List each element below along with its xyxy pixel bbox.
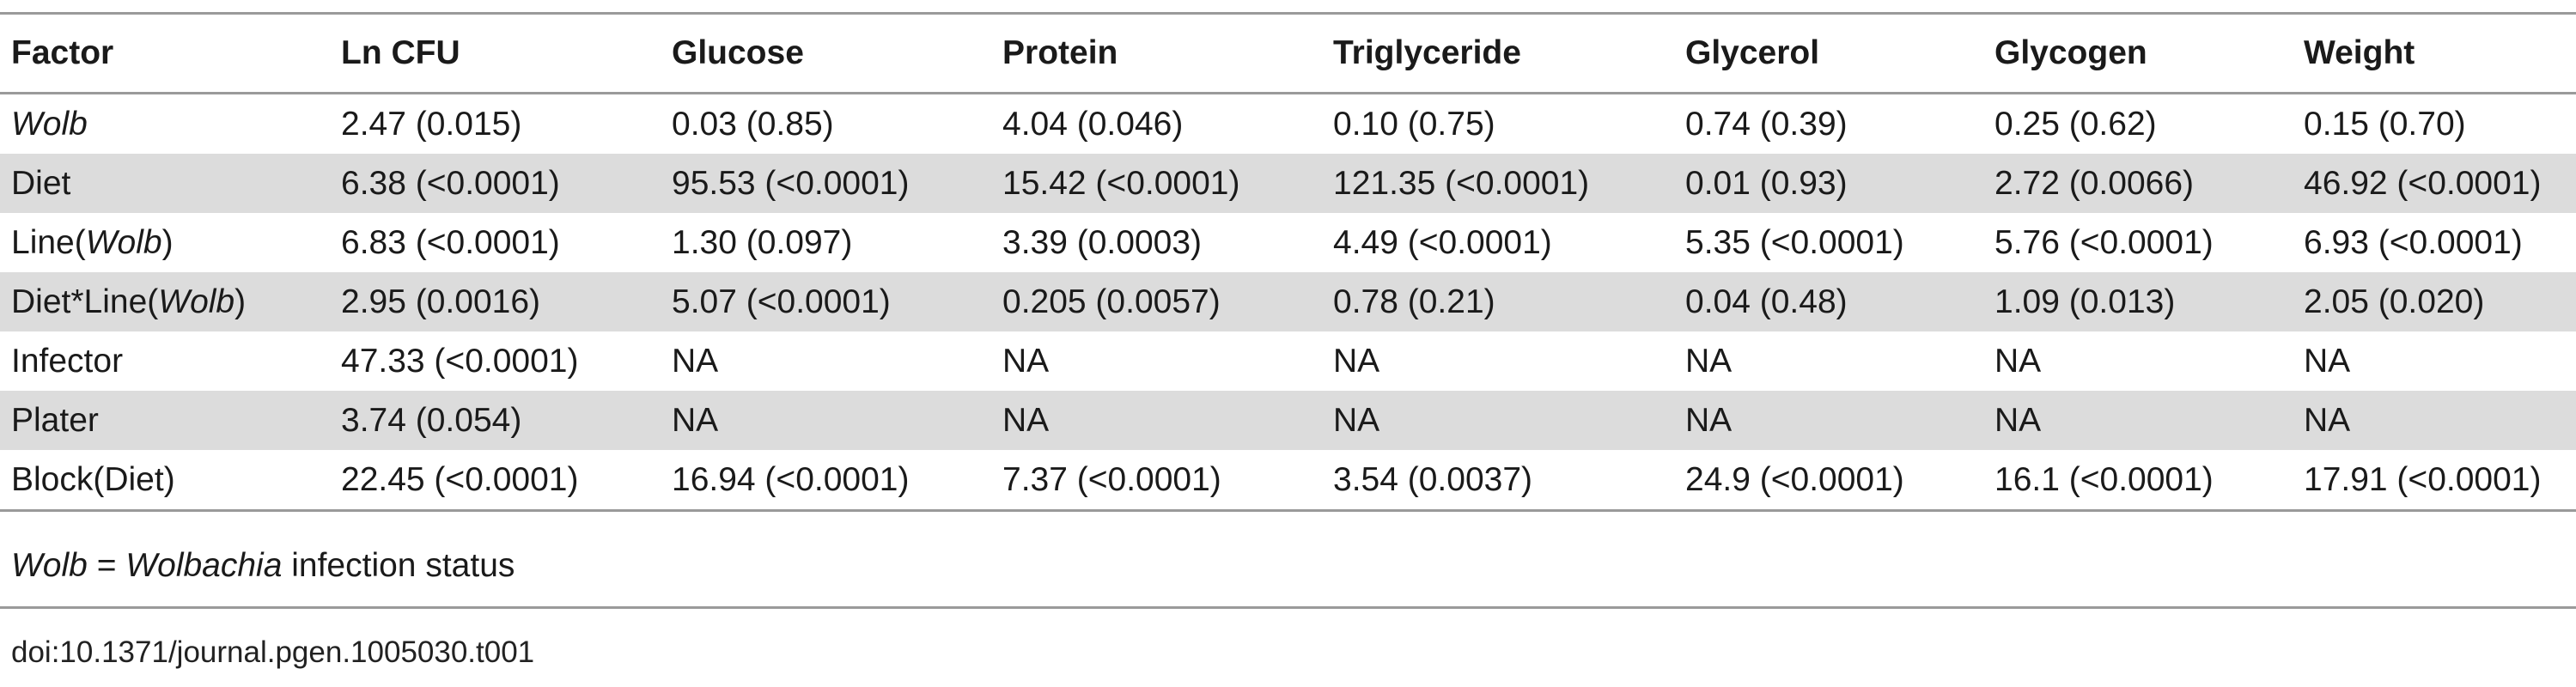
value-cell: 3.54 (0.0037) — [1333, 460, 1533, 498]
value-cell: NA — [661, 391, 991, 450]
value-cell: 0.04 (0.48) — [1674, 272, 1983, 331]
value-cell: 0.01 (0.93) — [1674, 154, 1983, 213]
table-row: Plater 3.74 (0.054) NA NA NA NA NA NA — [0, 391, 2576, 450]
value-cell: 7.37 (<0.0001) — [1002, 460, 1221, 498]
value-cell: NA — [1983, 391, 2293, 450]
factor-label-post: ) — [234, 283, 247, 320]
factor-label-post: ) — [161, 223, 174, 261]
factor-cell: Plater — [0, 391, 330, 450]
value-cell: NA — [1322, 391, 1674, 450]
value-cell: 46.92 (<0.0001) — [2293, 154, 2576, 213]
footnote-equals: = — [87, 547, 126, 584]
value-cell: 22.45 (<0.0001) — [341, 460, 579, 498]
factor-label-pre: Block(Diet) — [11, 460, 175, 498]
table-row: Diet 6.38 (<0.0001) 95.53 (<0.0001) 15.42 (… — [0, 154, 2576, 213]
value-cell: 0.15 (0.70) — [2304, 105, 2466, 143]
factor-cell: Wolb — [0, 94, 330, 155]
column-header: Weight — [2304, 34, 2415, 71]
value-cell: 121.35 (<0.0001) — [1322, 154, 1674, 213]
value-cell: NA — [1674, 391, 1983, 450]
header-row: Factor Ln CFU Glucose Protein Triglyceride Gl… — [0, 13, 2576, 94]
table-footnote: Wolb = Wolbachia infection status — [11, 547, 515, 585]
value-cell: 1.09 (0.013) — [1983, 272, 2293, 331]
data-table: Factor Ln CFU Glucose Protein Triglyceride Gl… — [0, 12, 2576, 512]
footer-divider — [0, 606, 2576, 609]
factor-label-pre: Infector — [11, 342, 124, 380]
value-cell: 6.83 (<0.0001) — [341, 223, 560, 261]
value-cell: 2.72 (0.0066) — [1983, 154, 2293, 213]
table-row: Block(Diet) 22.45 (<0.0001) 16.94 (<0.0001… — [0, 450, 2576, 511]
value-cell: 4.49 (<0.0001) — [1333, 223, 1552, 261]
value-cell: 3.74 (0.054) — [330, 391, 661, 450]
factor-cell: Infector — [0, 331, 330, 391]
value-cell: 5.35 (<0.0001) — [1685, 223, 1904, 261]
value-cell: NA — [1002, 342, 1050, 380]
value-cell: NA — [991, 391, 1322, 450]
column-header: Ln CFU — [341, 34, 460, 71]
value-cell: 0.03 (0.85) — [672, 105, 834, 143]
table-row: Wolb 2.47 (0.015) 0.03 (0.85) 4.04 (0.046) 0… — [0, 94, 2576, 155]
column-header: Factor — [11, 34, 114, 71]
factor-label-pre: Line( — [11, 223, 86, 261]
value-cell: 3.39 (0.0003) — [1002, 223, 1203, 261]
footnote-rest: infection status — [282, 547, 515, 584]
doi-label: doi:10.1371/journal.pgen.1005030.t001 — [11, 635, 535, 669]
factor-label-it: Wolb — [158, 283, 235, 320]
value-cell: NA — [1994, 342, 2042, 380]
factor-label-it: Wolb — [11, 105, 88, 143]
value-cell: 0.205 (0.0057) — [991, 272, 1322, 331]
value-cell: 24.9 (<0.0001) — [1685, 460, 1904, 498]
value-cell: 2.95 (0.0016) — [330, 272, 661, 331]
value-cell: 15.42 (<0.0001) — [991, 154, 1322, 213]
value-cell: 2.05 (0.020) — [2293, 272, 2576, 331]
factor-label-pre: Plater — [11, 401, 99, 439]
value-cell: 0.74 (0.39) — [1685, 105, 1848, 143]
factor-cell: Line(Wolb) — [0, 213, 330, 272]
value-cell: NA — [2304, 342, 2351, 380]
value-cell: 17.91 (<0.0001) — [2304, 460, 2542, 498]
value-cell: NA — [1685, 342, 1733, 380]
table-row: Line(Wolb) 6.83 (<0.0001) 1.30 (0.097) 3.39… — [0, 213, 2576, 272]
factor-cell: Block(Diet) — [0, 450, 330, 511]
factor-label-pre: Diet*Line( — [11, 283, 159, 320]
footnote-abbreviation: Wolb — [11, 547, 88, 584]
column-header: Triglyceride — [1333, 34, 1521, 71]
table-header: Factor Ln CFU Glucose Protein Triglyceride Gl… — [0, 13, 2576, 94]
table-body: Wolb 2.47 (0.015) 0.03 (0.85) 4.04 (0.046) 0… — [0, 94, 2576, 511]
value-cell: NA — [2293, 391, 2576, 450]
factor-cell: Diet*Line(Wolb) — [0, 272, 330, 331]
factor-cell: Diet — [0, 154, 330, 213]
table-row: Infector 47.33 (<0.0001) NA NA NA NA NA NA — [0, 331, 2576, 391]
value-cell: 16.1 (<0.0001) — [1994, 460, 2214, 498]
table-row: Diet*Line(Wolb) 2.95 (0.0016) 5.07 (<0.000… — [0, 272, 2576, 331]
value-cell: NA — [672, 342, 719, 380]
value-cell: 4.04 (0.046) — [1002, 105, 1184, 143]
data-table-container: Factor Ln CFU Glucose Protein Triglyceride Gl… — [0, 12, 2576, 512]
value-cell: 6.93 (<0.0001) — [2304, 223, 2523, 261]
value-cell: 1.30 (0.097) — [672, 223, 853, 261]
column-header: Glycerol — [1685, 34, 1820, 71]
factor-label-pre: Diet — [11, 164, 71, 202]
factor-label-it: Wolb — [85, 223, 162, 261]
value-cell: 16.94 (<0.0001) — [672, 460, 910, 498]
value-cell: 5.76 (<0.0001) — [1994, 223, 2214, 261]
column-header: Glucose — [672, 34, 804, 71]
footnote-term: Wolbachia — [125, 547, 283, 584]
column-header: Protein — [1002, 34, 1118, 71]
value-cell: 95.53 (<0.0001) — [661, 154, 991, 213]
value-cell: 0.25 (0.62) — [1994, 105, 2157, 143]
value-cell: NA — [1333, 342, 1380, 380]
value-cell: 2.47 (0.015) — [341, 105, 522, 143]
value-cell: 0.10 (0.75) — [1333, 105, 1495, 143]
value-cell: 47.33 (<0.0001) — [341, 342, 579, 380]
value-cell: 5.07 (<0.0001) — [661, 272, 991, 331]
value-cell: 0.78 (0.21) — [1322, 272, 1674, 331]
value-cell: 6.38 (<0.0001) — [330, 154, 661, 213]
column-header: Glycogen — [1994, 34, 2147, 71]
